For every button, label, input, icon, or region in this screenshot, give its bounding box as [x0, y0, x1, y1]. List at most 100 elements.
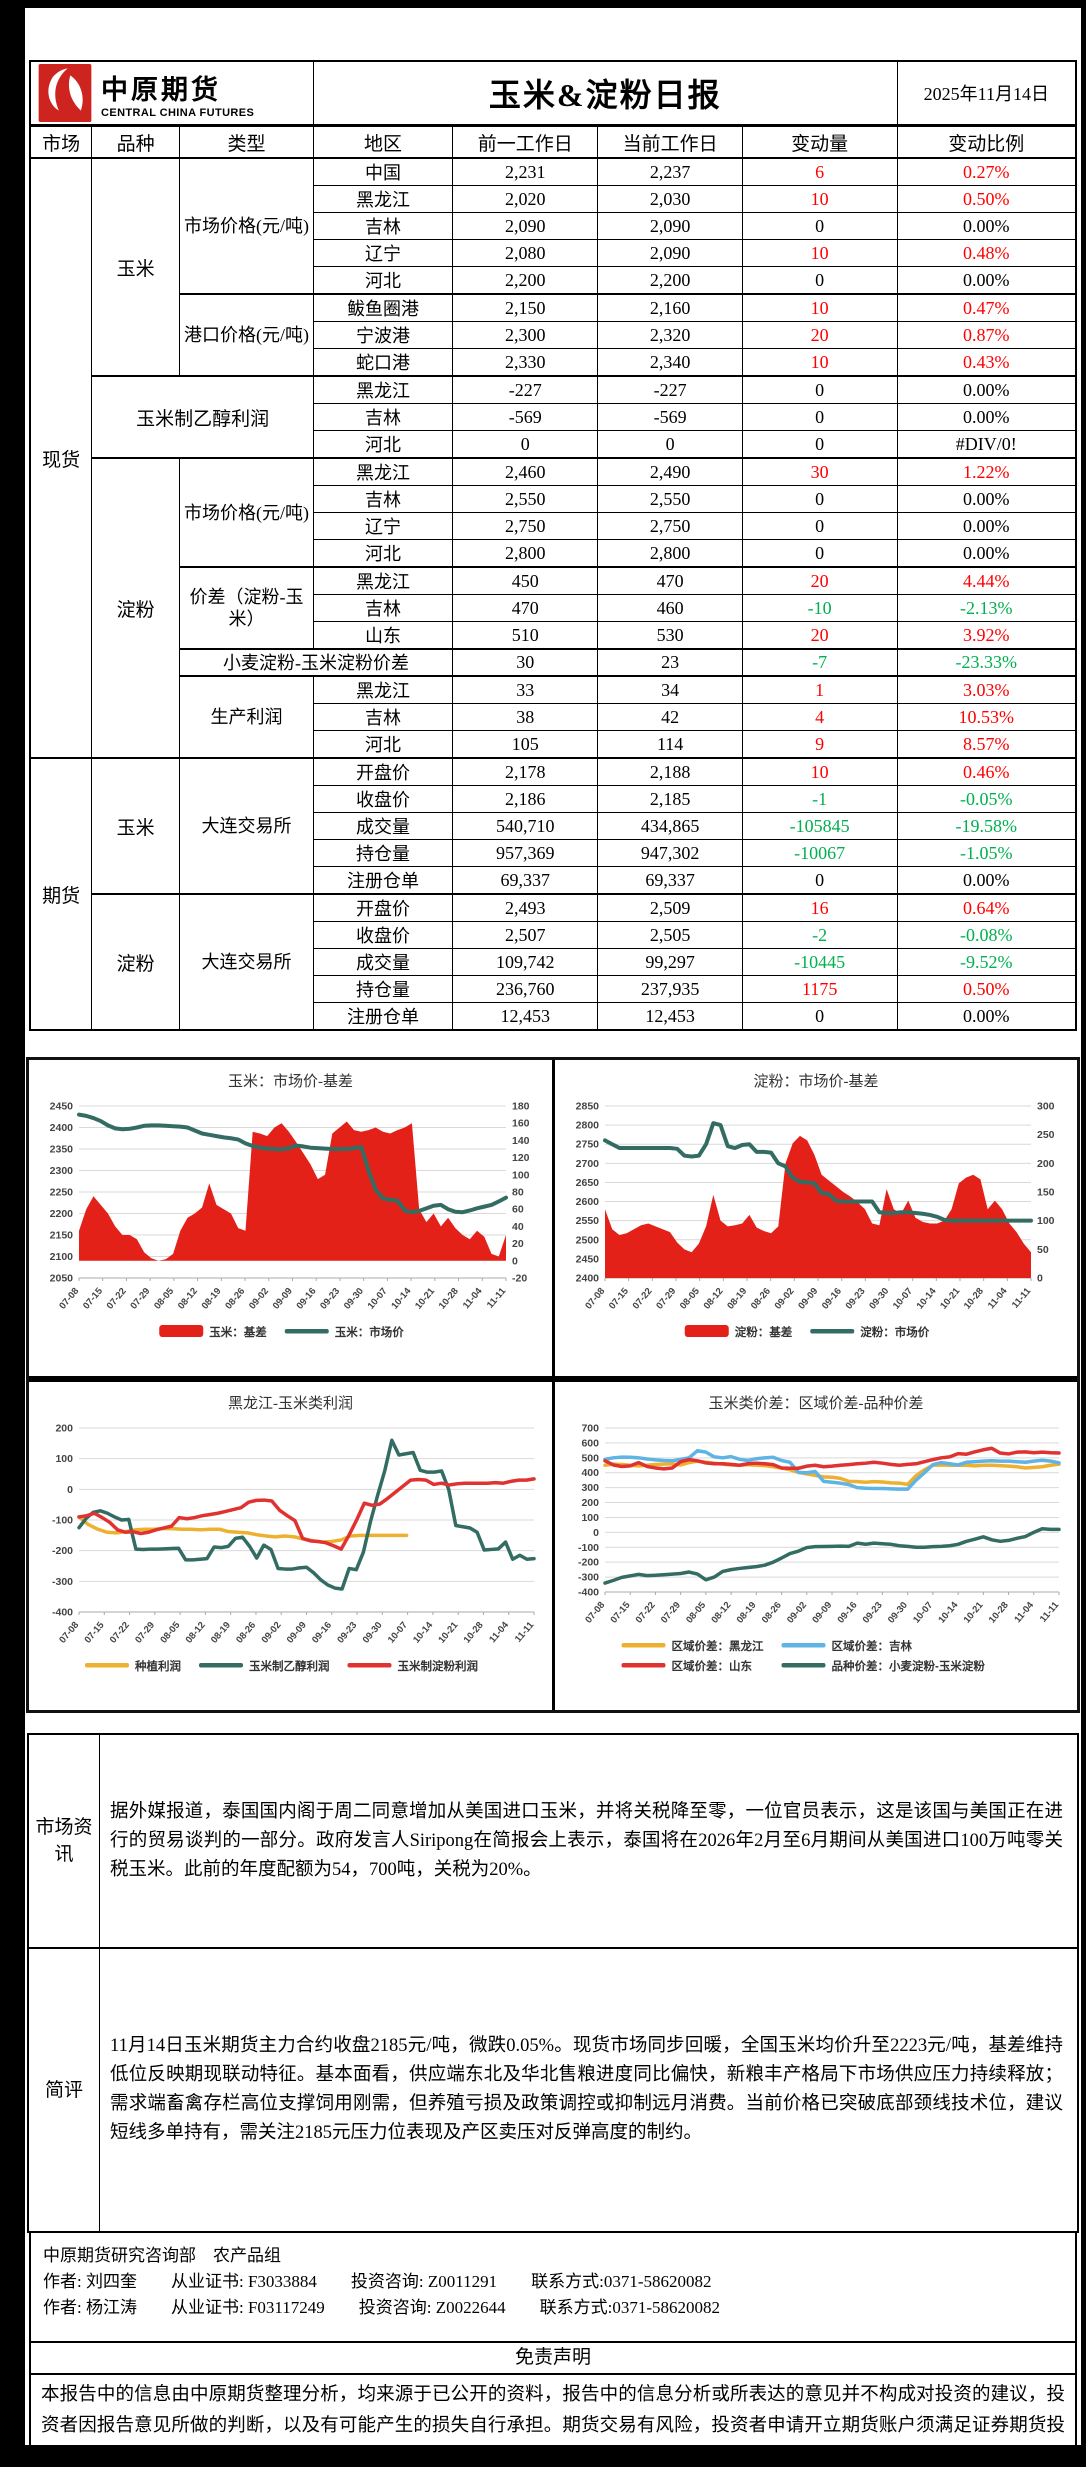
change-pct-cell: 4.44% [896, 566, 1077, 595]
change-cell: 0 [741, 485, 898, 513]
svg-text:-300: -300 [52, 1576, 73, 1588]
change-pct-cell: 0.50% [896, 975, 1077, 1003]
charts-row-2: 黑龙江-玉米类利润 -400 -300 -200 -100 0 100 200 07-08 07-… [29, 1382, 1077, 1710]
svg-text:300: 300 [1037, 1101, 1055, 1113]
svg-text:08-05: 08-05 [678, 1285, 703, 1311]
change-pct-cell: 0.00% [896, 512, 1077, 540]
table-row: 辽宁 2,750 2,750 0 0.00% [30, 512, 1077, 540]
svg-text:08-26: 08-26 [234, 1620, 258, 1646]
footer-section: 中原期货研究咨询部 农产品组 作者: 刘四奎 从业证书: F3033884 投资… [29, 2233, 1077, 2343]
svg-text:2500: 2500 [576, 1234, 600, 1246]
svg-text:08-26: 08-26 [760, 1600, 784, 1626]
curr-value-cell: 99,297 [597, 948, 743, 976]
svg-text:-100: -100 [578, 1542, 599, 1554]
table-row: 收盘价 2,186 2,185 -1 -0.05% [30, 785, 1077, 813]
prev-value-cell: 2,231 [452, 157, 599, 186]
svg-text:08-12: 08-12 [702, 1286, 726, 1312]
svg-text:07-22: 07-22 [634, 1600, 658, 1626]
curr-value-cell: -227 [597, 375, 743, 404]
change-cell: -10445 [741, 948, 898, 976]
table-row: 山东 510 530 20 3.92% [30, 621, 1077, 650]
table-row: 收盘价 2,507 2,505 -2 -0.08% [30, 921, 1077, 949]
table-row: 淀粉 大连交易所 开盘价 2,493 2,509 16 0.64% [30, 893, 1077, 1031]
svg-text:2550: 2550 [576, 1215, 600, 1227]
change-cell: 10 [741, 293, 898, 322]
change-cell: 1 [741, 675, 898, 704]
svg-text:200: 200 [55, 1423, 73, 1435]
svg-text:2150: 2150 [50, 1230, 74, 1242]
prev-value-cell: 2,800 [452, 539, 599, 568]
curr-value-cell: 2,750 [597, 512, 743, 540]
change-cell: 10 [741, 239, 898, 267]
svg-text:07-22: 07-22 [105, 1286, 129, 1312]
svg-text:08-05: 08-05 [152, 1285, 177, 1311]
prev-value-cell: 0 [452, 430, 599, 459]
svg-text:50: 50 [1037, 1244, 1049, 1256]
svg-text:-200: -200 [52, 1545, 73, 1557]
change-cell: 0 [741, 375, 898, 404]
disclaimer-section: 本报告中的信息由中原期货整理分析，均来源于已公开的资料，报告中的信息分析或所表达… [29, 2375, 1077, 2445]
prev-value-cell: 2,300 [452, 321, 599, 349]
change-pct-cell: -0.05% [896, 785, 1077, 813]
curr-value-cell: 2,490 [597, 457, 743, 486]
svg-text:07-15: 07-15 [608, 1599, 633, 1625]
svg-text:08-19: 08-19 [200, 1286, 224, 1312]
table-row: 黑龙江 2,020 2,030 10 0.50% [30, 185, 1077, 213]
table-row: 持仓量 957,369 947,302 -10067 -1.05% [30, 839, 1077, 867]
table-row: 现货 玉米 市场价格(元/吨) 中国 2,231 2,237 6 0.27% [29, 157, 1077, 759]
change-pct-cell: 0.00% [896, 539, 1077, 568]
prev-value-cell: 2,186 [452, 785, 599, 813]
company-name-cn: 中原期货 [101, 74, 221, 105]
change-pct-cell: -0.08% [896, 921, 1077, 949]
region-cell: 河北 [312, 430, 454, 459]
report-header-band: 中原期货 CENTRAL CHINA FUTURES 玉米&淀粉日报 2025年… [29, 60, 1077, 127]
curr-value-cell: 2,188 [597, 757, 743, 786]
table-row: 宁波港 2,300 2,320 20 0.87% [30, 321, 1077, 349]
svg-text:10-07: 10-07 [911, 1600, 935, 1626]
chart-corn-spreads: 玉米类价差：区域价差-品种价差 -400 -300 -200 -100 0 100 200 30… [555, 1382, 1077, 1710]
change-pct-cell: 0.00% [896, 266, 1077, 295]
svg-text:160: 160 [512, 1118, 530, 1130]
region-cell: 黑龙江 [312, 566, 454, 595]
svg-text:09-16: 09-16 [310, 1620, 334, 1646]
prev-value-cell: 540,710 [452, 812, 599, 840]
svg-text:10-21: 10-21 [962, 1599, 987, 1625]
svg-text:0: 0 [512, 1255, 518, 1267]
curr-value-cell: 947,302 [597, 839, 743, 867]
table-row: 辽宁 2,080 2,090 10 0.48% [30, 239, 1077, 267]
charts-divider [29, 1376, 1077, 1382]
prev-value-cell: 2,493 [452, 893, 599, 922]
svg-text:11-04: 11-04 [461, 1285, 485, 1311]
prev-value-cell: 33 [452, 675, 599, 704]
svg-text:品种价差：小麦淀粉-玉米淀粉: 品种价差：小麦淀粉-玉米淀粉 [832, 1659, 986, 1673]
change-cell: 20 [741, 566, 898, 595]
change-cell: -2 [741, 921, 898, 949]
change-cell: 0 [741, 1002, 898, 1031]
change-pct-cell: 0.27% [896, 157, 1077, 186]
svg-text:20: 20 [512, 1238, 524, 1250]
curr-value-cell: 0 [597, 430, 743, 459]
change-pct-cell: 0.00% [896, 375, 1077, 404]
region-cell: 持仓量 [312, 975, 454, 1003]
column-header: 地区 [312, 125, 454, 159]
news-label: 市场资讯 [29, 1735, 100, 1947]
prev-value-cell: 105 [452, 730, 599, 759]
change-pct-cell: 0.87% [896, 321, 1077, 349]
prev-value-cell: 2,460 [452, 457, 599, 486]
column-header: 当前工作日 [597, 125, 743, 159]
change-pct-cell: -2.13% [896, 594, 1077, 622]
svg-text:11-04: 11-04 [1012, 1599, 1036, 1625]
svg-text:0: 0 [67, 1484, 73, 1496]
svg-text:07-15: 07-15 [607, 1285, 632, 1311]
svg-text:10-28: 10-28 [437, 1286, 461, 1312]
svg-text:09-02: 09-02 [785, 1600, 809, 1626]
svg-text:500: 500 [581, 1452, 599, 1464]
chart-starch-price-basis: 淀粉：市场价-基差 2400 2450 2500 2550 2600 2650 2700 275… [555, 1060, 1077, 1376]
change-cell: 0 [741, 866, 898, 895]
table-row: 蛇口港 2,330 2,340 10 0.43% [30, 348, 1077, 377]
change-cell: 30 [741, 457, 898, 486]
prev-value-cell: -569 [452, 403, 599, 431]
region-cell: 辽宁 [312, 239, 454, 267]
svg-text:08-19: 08-19 [209, 1620, 233, 1646]
